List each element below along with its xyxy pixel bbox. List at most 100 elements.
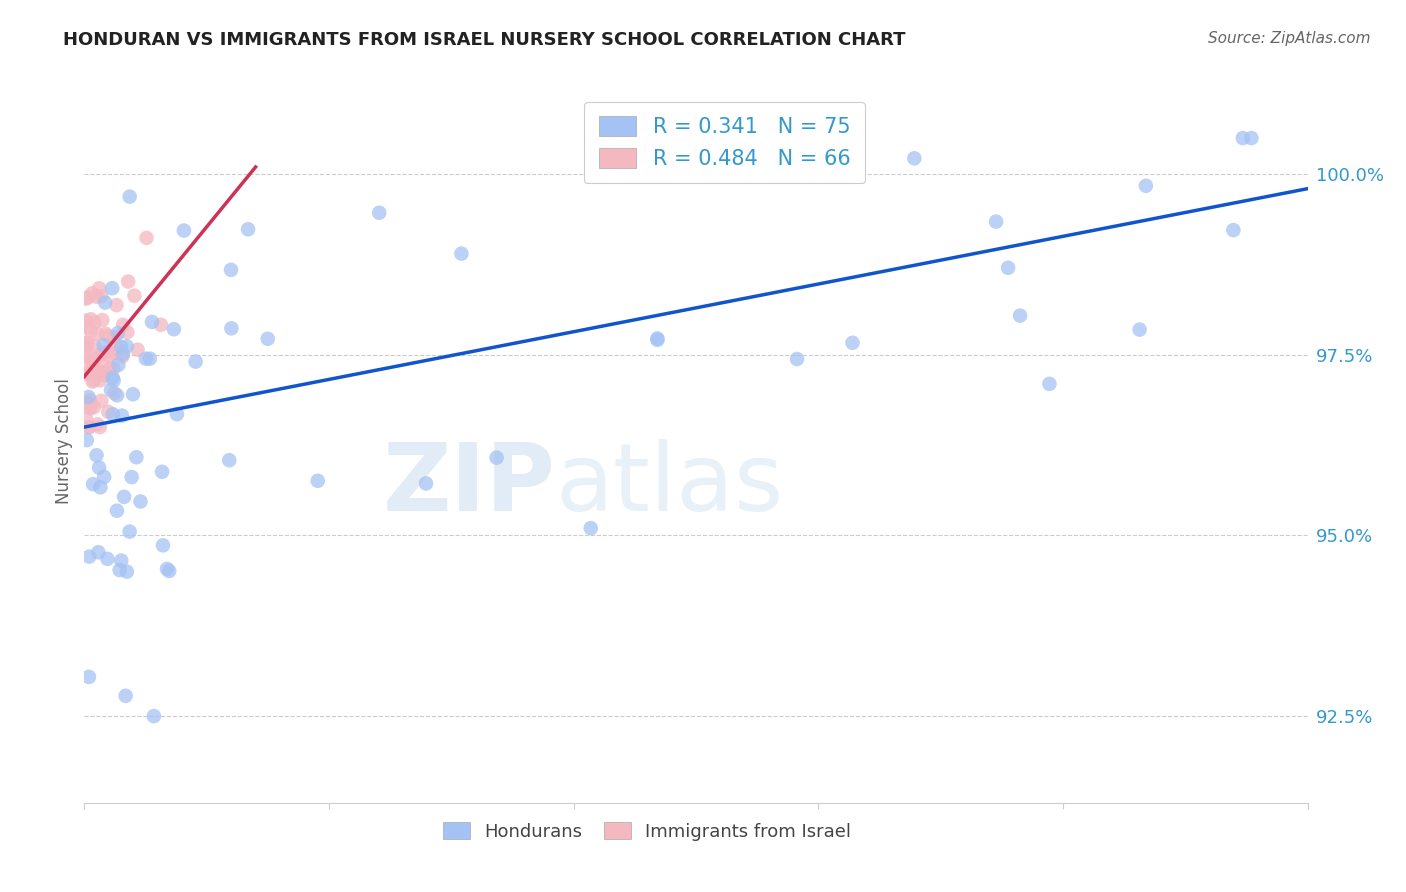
Point (156, 562, 179, 576)
Point (127, 343, 149, 357)
Point (77, 670, 100, 684)
Point (114, 689, 136, 703)
Point (117, 275, 139, 289)
Point (90, 365, 112, 379)
Point (794, 165, 817, 179)
Point (86, 448, 108, 462)
Point (157, 564, 180, 578)
Point (485, 450, 508, 465)
Point (75, 335, 97, 350)
Point (93, 338, 115, 352)
Point (105, 388, 128, 402)
Point (107, 358, 129, 372)
Point (110, 553, 132, 567)
Point (150, 465, 173, 479)
Point (75, 411, 97, 425)
Point (75, 367, 97, 381)
Point (76, 290, 98, 304)
Point (97, 344, 120, 359)
Point (903, 151, 925, 165)
Point (124, 288, 146, 302)
Point (173, 223, 195, 237)
Point (77, 366, 100, 380)
Point (80, 312, 103, 326)
Point (110, 340, 132, 354)
Point (786, 351, 808, 366)
Point (1232, 131, 1254, 145)
Point (115, 339, 138, 353)
Point (307, 474, 329, 488)
Point (115, 565, 138, 579)
Point (135, 351, 157, 366)
Point (103, 361, 125, 376)
Point (79, 324, 101, 338)
Point (77, 353, 100, 368)
Point (93, 470, 115, 484)
Point (96, 329, 118, 343)
Point (111, 347, 134, 361)
Point (76, 340, 98, 354)
Point (90, 393, 112, 408)
Point (135, 231, 157, 245)
Point (86, 369, 108, 384)
Point (91, 345, 114, 359)
Point (94, 326, 117, 341)
Point (236, 222, 259, 236)
Point (77, 420, 100, 434)
Point (122, 387, 145, 401)
Text: Source: ZipAtlas.com: Source: ZipAtlas.com (1208, 31, 1371, 46)
Text: ZIP: ZIP (382, 439, 555, 531)
Point (75, 349, 97, 363)
Point (139, 351, 162, 366)
Point (96, 551, 118, 566)
Point (79, 401, 101, 416)
Text: atlas: atlas (555, 439, 783, 531)
Point (90, 289, 112, 303)
Point (111, 409, 134, 423)
Point (86, 326, 108, 341)
Point (103, 346, 125, 360)
Point (141, 315, 163, 329)
Point (579, 521, 602, 535)
Point (1129, 323, 1152, 337)
Point (75, 314, 97, 328)
Point (107, 326, 129, 340)
Point (94, 295, 117, 310)
Point (647, 333, 669, 347)
Point (101, 370, 124, 384)
Point (118, 189, 141, 203)
Point (101, 407, 124, 421)
Point (83, 339, 105, 353)
Point (647, 331, 669, 345)
Legend: Hondurans, Immigrants from Israel: Hondurans, Immigrants from Israel (436, 815, 859, 848)
Point (112, 490, 135, 504)
Point (1038, 376, 1060, 391)
Point (87, 460, 110, 475)
Point (984, 214, 1007, 228)
Point (82, 355, 104, 369)
Point (77, 549, 100, 564)
Point (80, 365, 103, 379)
Point (841, 335, 863, 350)
Point (1222, 223, 1244, 237)
Point (111, 349, 134, 363)
Point (117, 325, 139, 339)
Point (82, 477, 104, 491)
Point (91, 313, 114, 327)
Point (219, 263, 242, 277)
Point (1240, 131, 1263, 145)
Point (415, 476, 437, 491)
Point (89, 366, 111, 380)
Point (218, 453, 240, 467)
Text: HONDURAN VS IMMIGRANTS FROM ISRAEL NURSERY SCHOOL CORRELATION CHART: HONDURAN VS IMMIGRANTS FROM ISRAEL NURSE… (63, 31, 905, 49)
Point (93, 359, 115, 373)
Point (77, 320, 100, 334)
Point (150, 318, 173, 332)
Point (89, 373, 111, 387)
Point (1135, 178, 1157, 193)
Point (77, 420, 100, 434)
Point (184, 354, 207, 368)
Point (79, 393, 101, 408)
Point (129, 494, 152, 508)
Point (77, 390, 100, 404)
